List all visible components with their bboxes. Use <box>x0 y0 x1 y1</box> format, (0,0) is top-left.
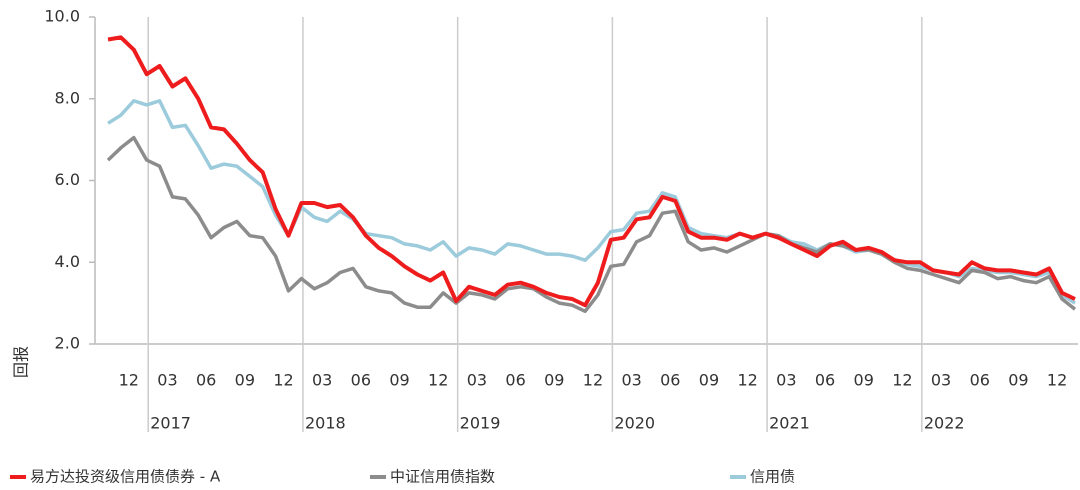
year-label: 2020 <box>614 414 655 433</box>
x-tick-label: 09 <box>854 371 874 390</box>
x-tick-label: 12 <box>737 371 757 390</box>
year-label: 2019 <box>460 414 501 433</box>
x-tick-label: 12 <box>273 371 293 390</box>
year-label: 2018 <box>305 414 346 433</box>
x-tick-label: 06 <box>660 371 680 390</box>
x-tick-label: 06 <box>815 371 835 390</box>
x-tick-label: 12 <box>119 371 139 390</box>
x-tick-label: 12 <box>583 371 603 390</box>
x-tick-label: 03 <box>931 371 951 390</box>
y-tick-label: 10.0 <box>44 7 80 26</box>
x-tick-label: 03 <box>467 371 487 390</box>
y-tick-label: 4.0 <box>55 252 80 271</box>
y-tick-label: 2.0 <box>55 334 80 353</box>
x-tick-label: 06 <box>970 371 990 390</box>
x-tick-label: 09 <box>389 371 409 390</box>
x-tick-label: 03 <box>621 371 641 390</box>
legend-label: 易方达投资级信用债债券 - A <box>30 468 221 486</box>
x-tick-label: 09 <box>235 371 255 390</box>
x-tick-label: 12 <box>428 371 448 390</box>
series-line <box>107 99 1076 305</box>
x-tick-label: 09 <box>1008 371 1028 390</box>
y-tick-label: 8.0 <box>55 88 80 107</box>
x-tick-label: 03 <box>776 371 796 390</box>
x-tick-label: 06 <box>351 371 371 390</box>
legend-label: 中证信用债指数 <box>390 468 495 486</box>
x-tick-label: 03 <box>312 371 332 390</box>
x-tick-label: 06 <box>505 371 525 390</box>
year-label: 2022 <box>924 414 965 433</box>
year-label: 2021 <box>769 414 810 433</box>
y-tick-label: 6.0 <box>55 170 80 189</box>
legend-label: 信用债 <box>750 468 795 486</box>
x-tick-label: 09 <box>699 371 719 390</box>
x-tick-label: 12 <box>892 371 912 390</box>
x-tick-label: 03 <box>157 371 177 390</box>
y-axis-label: 回报 <box>12 346 31 378</box>
year-label: 2017 <box>150 414 191 433</box>
x-tick-label: 06 <box>196 371 216 390</box>
series-line <box>106 135 1077 314</box>
x-tick-label: 12 <box>1047 371 1067 390</box>
series-line <box>107 35 1076 308</box>
x-tick-label: 09 <box>544 371 564 390</box>
